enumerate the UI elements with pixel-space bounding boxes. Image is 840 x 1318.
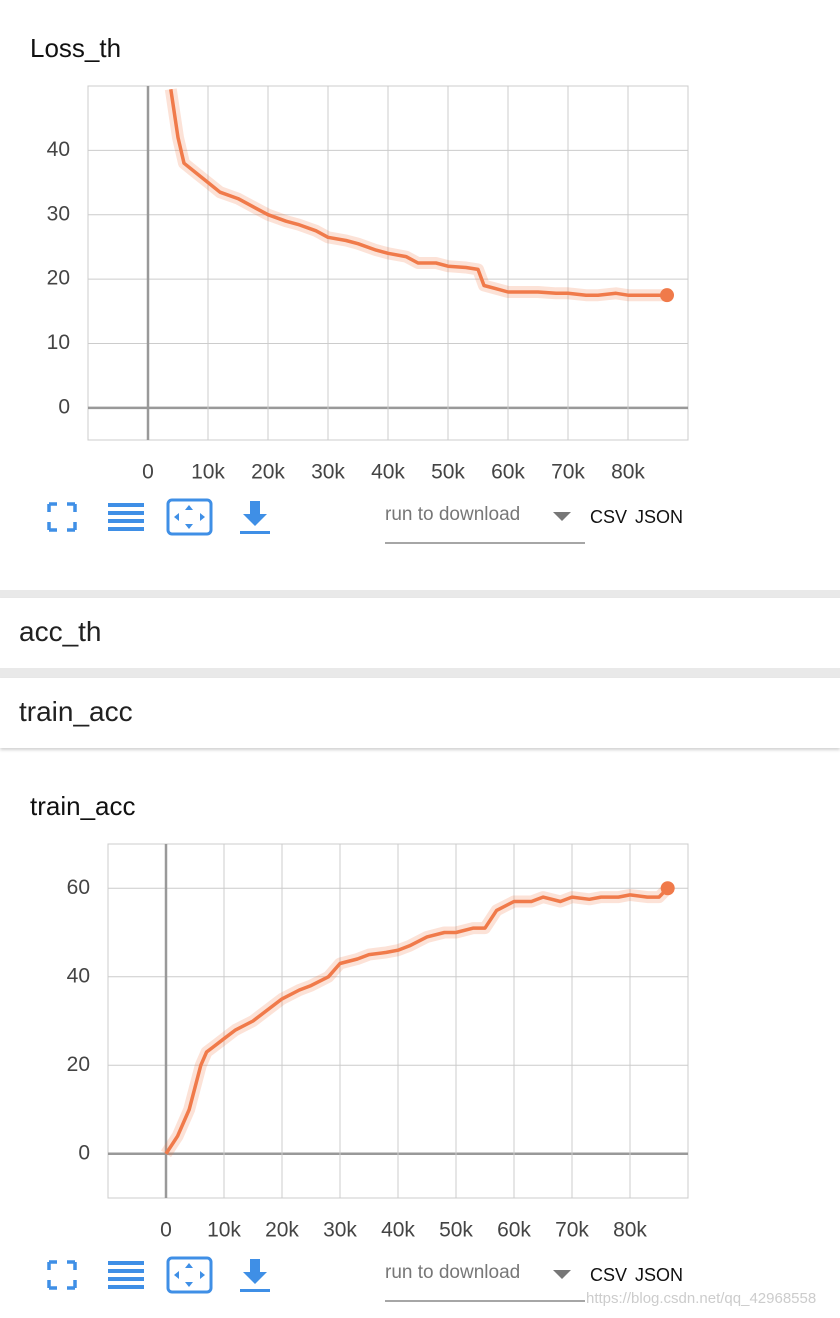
x-tick-label: 80k (613, 1219, 647, 1242)
section-header[interactable]: train_acc (0, 678, 840, 748)
series-line (164, 887, 669, 1155)
x-tick-label: 10k (191, 461, 225, 484)
y-tick-label: 40 (67, 964, 90, 987)
x-tick-label: 60k (491, 461, 525, 484)
fit-domain-arrows[interactable] (174, 1263, 205, 1287)
download-button[interactable] (240, 1259, 270, 1292)
end-point (660, 288, 674, 303)
chart-card: train_acc 0 20 40 60 0 10k 20k 30k 40k 50k 60k 70k 80… (30, 791, 816, 1307)
chart-title: train_acc (30, 791, 136, 821)
line-halo (160, 884, 672, 1158)
y-tick-label: 0 (58, 395, 70, 418)
y-tick-label: 20 (47, 267, 70, 290)
x-tick-label: 30k (311, 461, 345, 484)
x-tick-label: 50k (439, 1219, 473, 1242)
y-tick-label: 60 (67, 876, 90, 899)
x-tick-label: 50k (431, 461, 465, 484)
x-tick-label: 30k (323, 1219, 357, 1242)
x-tick-label: 20k (265, 1219, 299, 1242)
fullscreen-button[interactable] (47, 502, 77, 532)
end-point (660, 881, 675, 896)
chart-card: Loss_th 0 10 20 30 40 0 10k 20k 30k 40k 50k 60k 70k 80… (30, 33, 689, 544)
section-title: acc_th (19, 616, 102, 647)
series-line (169, 88, 667, 297)
section-header[interactable]: acc_th (0, 598, 840, 668)
run-selector[interactable]: run to download (385, 1262, 520, 1283)
x-tick-label: 60k (497, 1219, 531, 1242)
format-link[interactable]: JSON (635, 1265, 683, 1285)
x-tick-label: 40k (371, 461, 405, 484)
fit-domain-button[interactable] (166, 498, 213, 536)
x-tick-label: 70k (555, 1219, 589, 1242)
run-selector[interactable]: run to download (385, 504, 520, 525)
format-link[interactable]: CSV (590, 1265, 627, 1285)
dropdown-arrow[interactable] (553, 512, 571, 521)
fullscreen-button[interactable] (47, 1260, 77, 1290)
y-tick-label: 40 (47, 138, 70, 161)
watermark: https://blog.csdn.net/qq_42968558 (586, 1290, 816, 1307)
format-link[interactable]: CSV (590, 507, 627, 527)
x-tick-label: 0 (160, 1219, 172, 1242)
x-tick-label: 10k (207, 1219, 241, 1242)
separator (0, 590, 840, 598)
chart-title: Loss_th (30, 33, 121, 63)
dropdown-arrow[interactable] (553, 1270, 571, 1279)
y-tick-label: 10 (47, 331, 70, 354)
fit-domain-button[interactable] (166, 1256, 213, 1294)
y-tick-label: 30 (47, 202, 70, 225)
y-tick-label: 0 (78, 1141, 90, 1164)
y-tick-label: 20 (67, 1053, 90, 1076)
format-link[interactable]: JSON (635, 507, 683, 527)
fit-domain-arrows[interactable] (174, 505, 205, 529)
x-tick-label: 0 (142, 461, 154, 484)
section-title: train_acc (19, 696, 133, 727)
data-table-button[interactable] (108, 503, 144, 531)
x-tick-label: 40k (381, 1219, 415, 1242)
data-table-button[interactable] (108, 1261, 144, 1289)
x-tick-label: 80k (611, 461, 645, 484)
separator (0, 668, 840, 678)
download-button[interactable] (240, 501, 270, 534)
x-tick-label: 70k (551, 461, 585, 484)
x-tick-label: 20k (251, 461, 285, 484)
